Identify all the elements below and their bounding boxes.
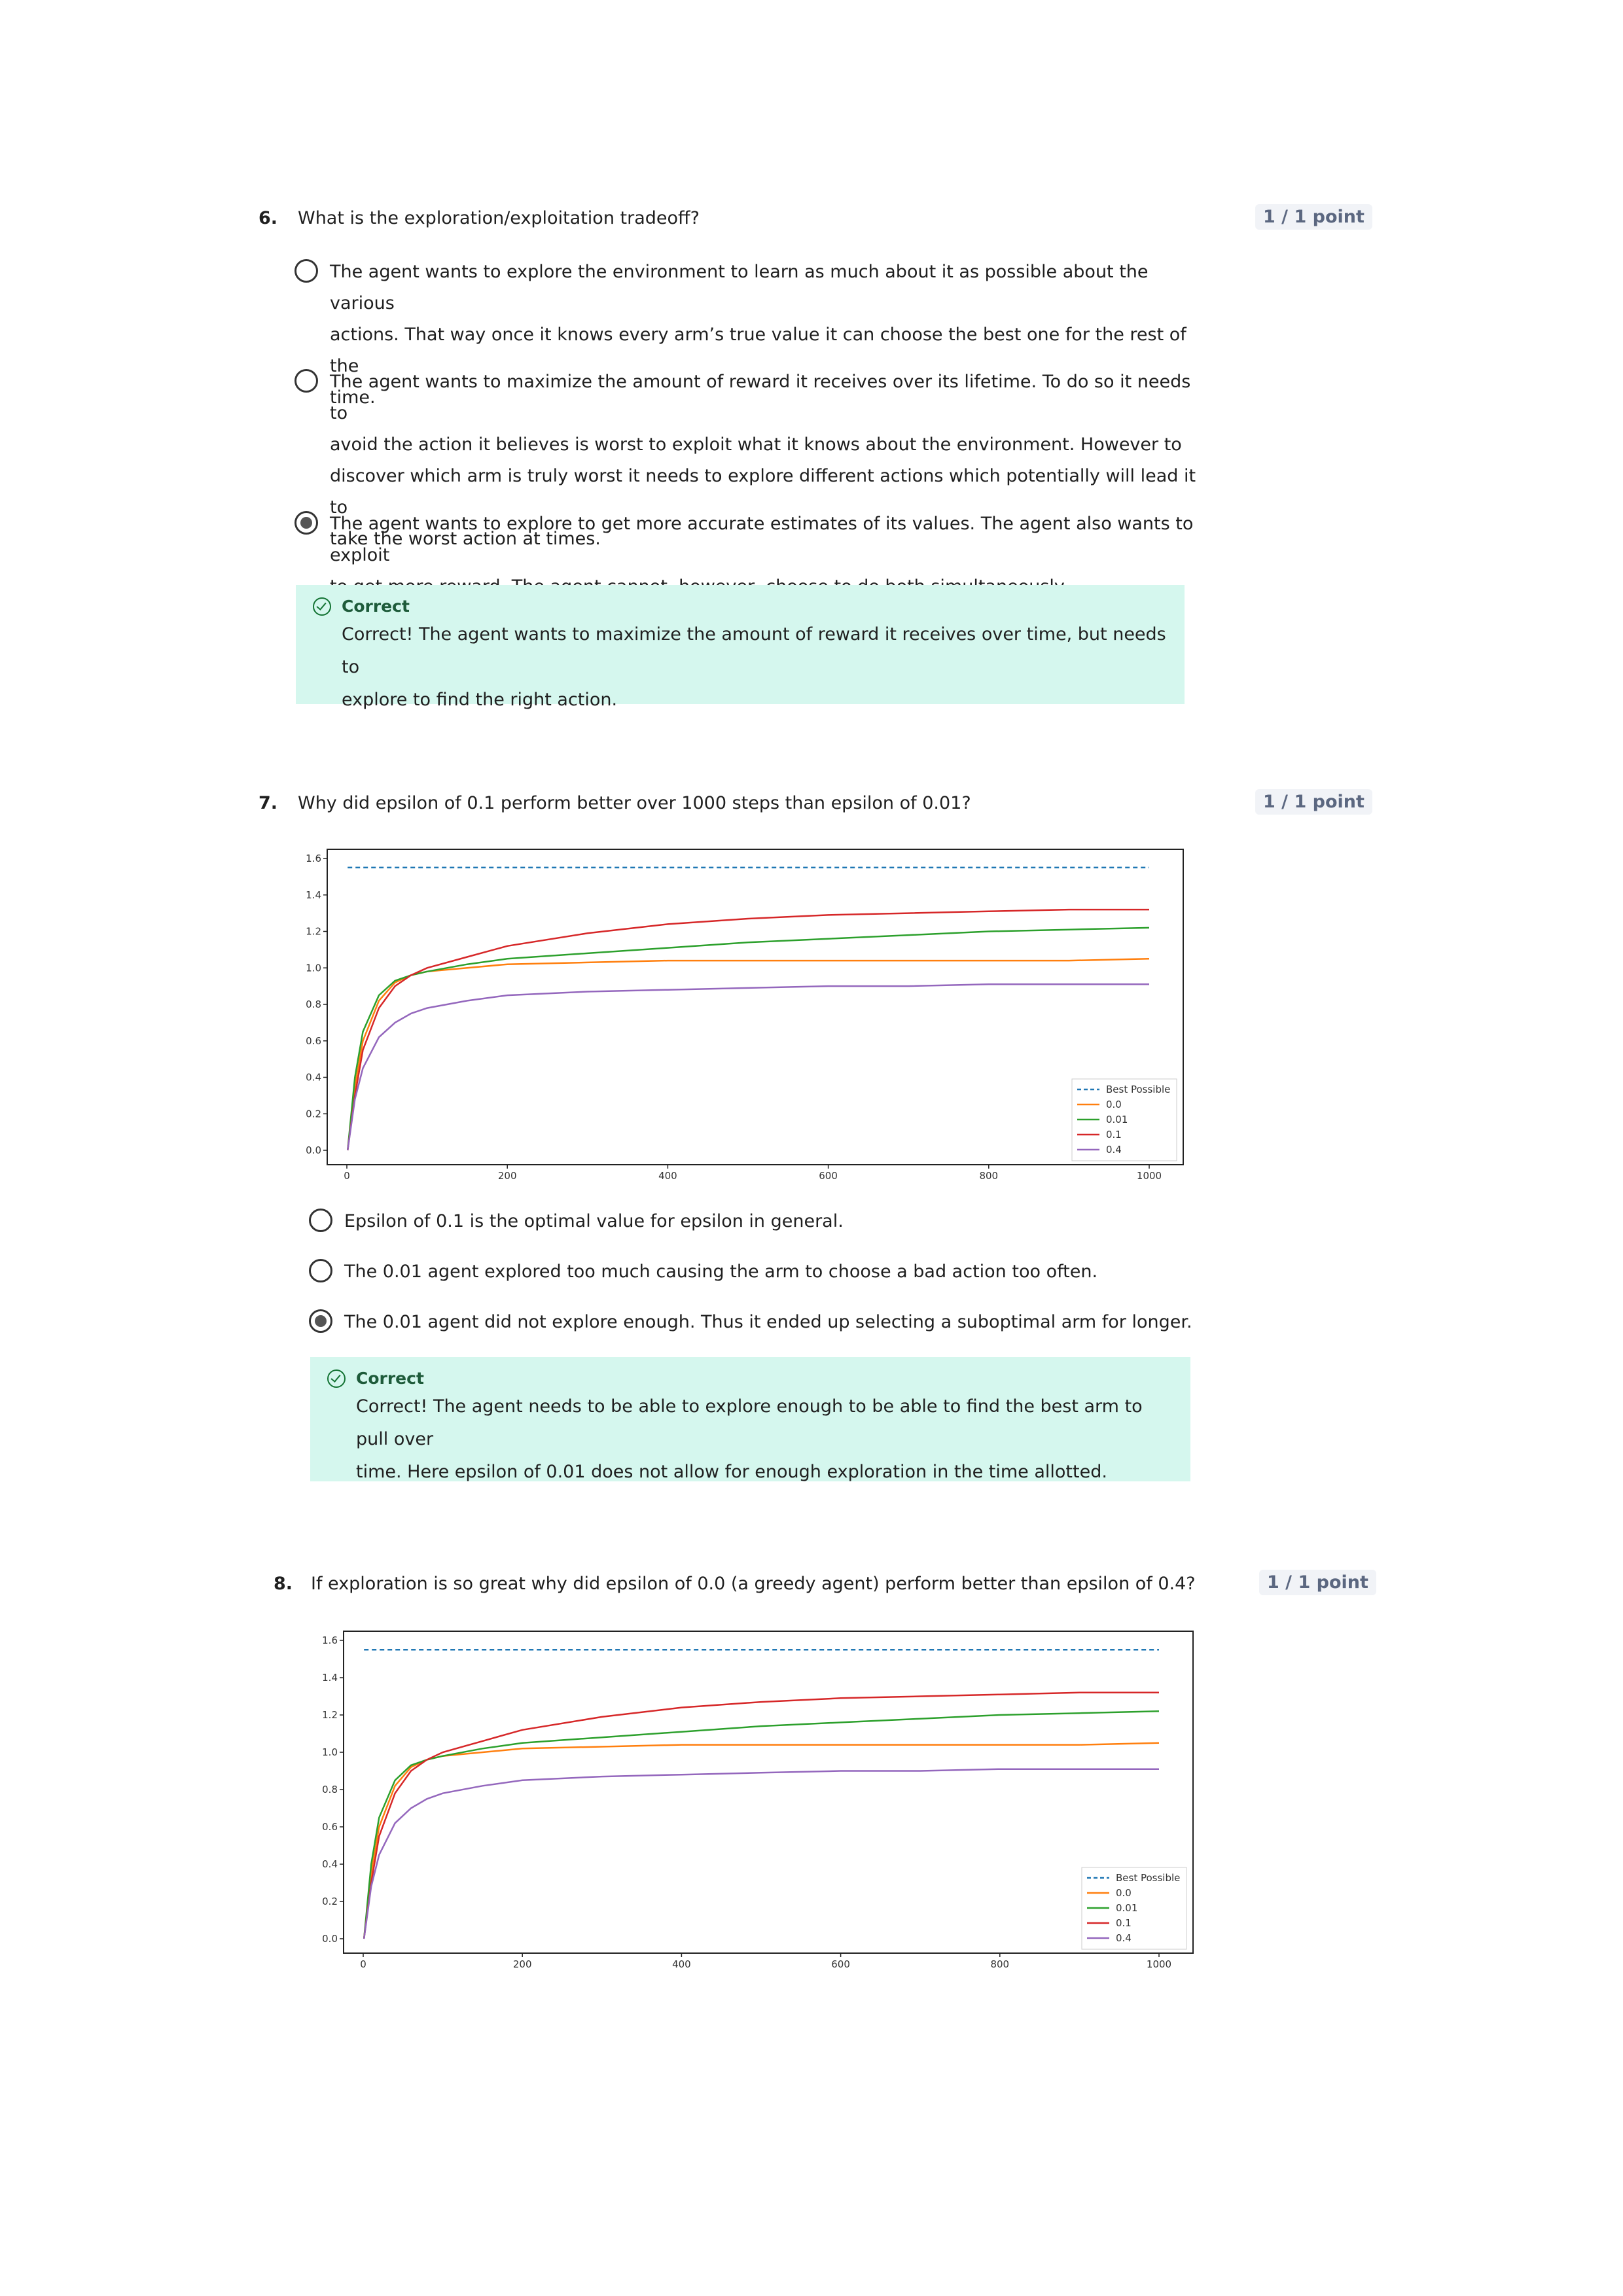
legend-label: 0.0 [1106,1099,1122,1110]
radio-button[interactable] [294,259,318,283]
x-tick-label: 400 [658,1170,677,1182]
y-tick-label: 1.0 [306,962,321,974]
x-tick-label: 0 [344,1170,350,1182]
radio-button-selected[interactable] [294,511,318,535]
series-line [363,1710,1160,1939]
answer-option-selected[interactable]: The 0.01 agent did not explore enough. T… [309,1307,1225,1338]
y-tick-label: 0.6 [322,1821,338,1833]
question-text: Why did epsilon of 0.1 perform better ov… [298,793,971,813]
series-line [363,1691,1159,1939]
series-line [363,1768,1159,1939]
check-circle-icon [313,597,331,616]
line-chart: 0.0 0.2 0.4 0.6 0.8 1.0 1.2 1.4 1.6 0 200 400 600 800… [322,1631,1194,1970]
x-tick-label: 200 [513,1958,532,1970]
y-tick-label: 0.0 [322,1933,338,1945]
plot-frame [343,1631,1194,1954]
option-text: The agent wants to explore the environme… [330,262,1186,408]
x-tick-label: 800 [990,1958,1009,1970]
radio-button-selected[interactable] [309,1309,332,1333]
question-text: If exploration is so great why did epsil… [311,1574,1196,1594]
y-tick-label: 0.6 [306,1035,321,1047]
x-tick-label: 600 [819,1170,838,1182]
question-text: What is the exploration/exploitation tra… [298,208,700,228]
legend: Best Possible 0.0 0.01 0.1 0.4 [1071,1078,1177,1161]
x-tick-label: 1000 [1147,1958,1171,1970]
legend: Best Possible 0.0 0.01 0.1 0.4 [1081,1867,1187,1950]
legend-label: Best Possible [1106,1084,1170,1095]
series-line [346,927,1150,1151]
x-tick-label: 0 [360,1958,366,1970]
x-tick-label: 800 [979,1170,998,1182]
y-tick-label: 0.2 [306,1108,321,1120]
answer-option[interactable]: The agent wants to maximize the amount o… [294,366,1211,555]
points-badge: 1 / 1 point [1259,1570,1376,1595]
y-tick-label: 0.2 [322,1896,338,1907]
x-tick-label: 400 [672,1958,691,1970]
y-tick-label: 1.4 [322,1672,338,1684]
points-badge: 1 / 1 point [1255,204,1372,230]
points-badge: 1 / 1 point [1255,789,1372,815]
legend-label: 0.1 [1106,1129,1122,1140]
y-tick-label: 1.4 [306,889,321,901]
plot-frame [327,849,1184,1165]
legend-label: Best Possible [1116,1872,1180,1884]
x-tick-label: 600 [831,1958,850,1970]
y-tick-label: 1.6 [306,853,321,864]
y-tick-label: 0.4 [322,1858,338,1870]
line-chart: 0.0 0.2 0.4 0.6 0.8 1.0 1.2 1.4 1.6 0 200 400 600 800… [306,849,1184,1182]
answer-option[interactable]: The 0.01 agent explored too much causing… [309,1256,1225,1288]
radio-button[interactable] [309,1259,332,1282]
answer-option[interactable]: The agent wants to explore the environme… [294,256,1211,414]
feedback-text: Correct! The agent needs to be able to e… [356,1396,1143,1482]
series-line [346,983,1149,1151]
legend-label: 0.4 [1106,1144,1122,1156]
feedback-text: Correct! The agent wants to maximize the… [342,624,1166,710]
feedback-title: Correct [356,1369,424,1388]
legend-label: 0.01 [1116,1902,1137,1914]
series-line [363,1742,1160,1939]
question-number: 7. [259,793,278,813]
radio-button[interactable] [309,1209,332,1232]
option-text: The agent wants to maximize the amount o… [330,372,1196,549]
feedback-title: Correct [342,597,410,616]
y-tick-label: 1.0 [322,1746,338,1758]
check-circle-icon [327,1369,346,1388]
option-text: The 0.01 agent explored too much causing… [344,1262,1098,1282]
feedback-box: Correct Correct! The agent needs to be a… [310,1357,1190,1482]
legend-label: 0.0 [1116,1887,1132,1899]
y-tick-label: 0.8 [306,998,321,1010]
option-text: The 0.01 agent did not explore enough. T… [344,1312,1192,1332]
series-line [346,908,1149,1151]
y-tick-label: 0.4 [306,1072,321,1084]
series-line [346,958,1150,1151]
legend-label: 0.01 [1106,1114,1128,1125]
y-tick-label: 1.6 [322,1634,338,1646]
y-tick-label: 0.0 [306,1144,321,1156]
answer-option[interactable]: Epsilon of 0.1 is the optimal value for … [309,1206,1225,1237]
legend-label: 0.4 [1116,1932,1132,1944]
radio-button[interactable] [294,369,318,393]
x-tick-label: 1000 [1137,1170,1162,1182]
option-text: Epsilon of 0.1 is the optimal value for … [344,1211,844,1231]
x-tick-label: 200 [498,1170,517,1182]
y-tick-label: 1.2 [306,926,321,938]
question-number: 6. [259,208,278,228]
y-tick-label: 1.2 [322,1709,338,1721]
legend-label: 0.1 [1116,1917,1132,1929]
feedback-box: Correct Correct! The agent wants to maxi… [296,585,1185,710]
question-number: 8. [274,1574,293,1594]
y-tick-label: 0.8 [322,1784,338,1795]
